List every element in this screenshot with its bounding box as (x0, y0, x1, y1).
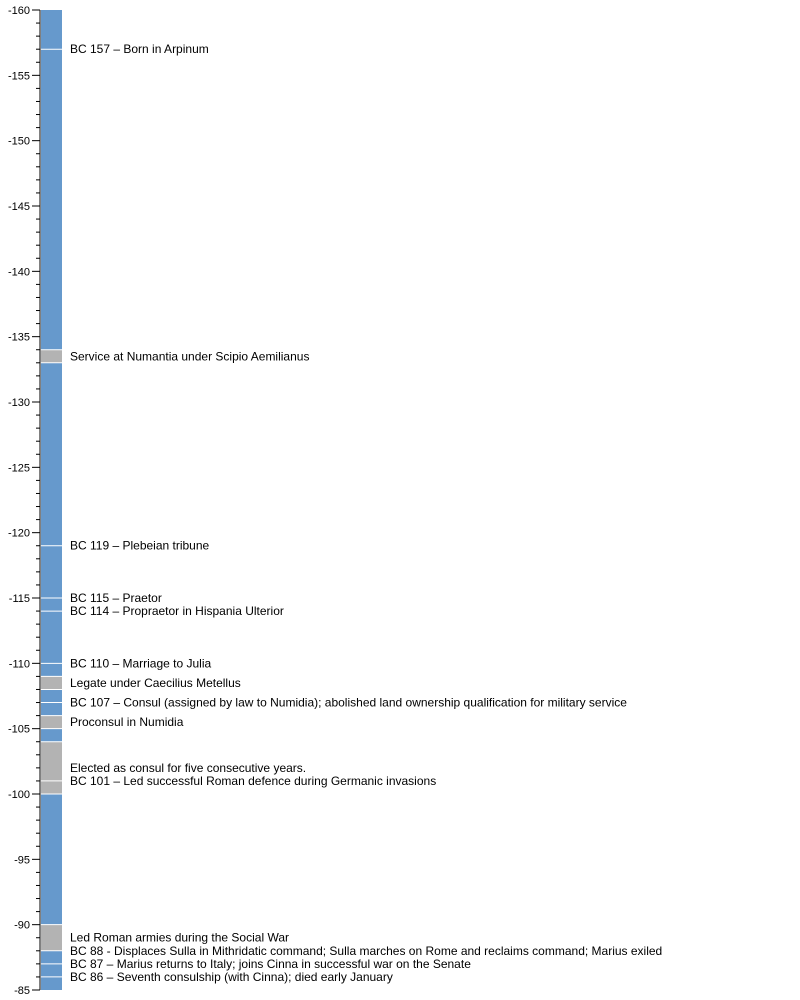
event-label: BC 88 - Displaces Sulla in Mithridatic c… (70, 944, 662, 958)
event-label: BC 101 – Led successful Roman defence du… (70, 774, 436, 788)
period-block (41, 741, 62, 794)
tick-label: -100 (8, 789, 30, 801)
period-label: Elected as consul for five consecutive y… (70, 761, 306, 775)
event-label: BC 107 – Consul (assigned by law to Numi… (70, 696, 627, 710)
period-label: Legate under Caecilius Metellus (70, 676, 241, 690)
period-label: Proconsul in Numidia (70, 715, 184, 729)
tick-label: -155 (8, 70, 30, 82)
event-label: BC 87 – Marius returns to Italy; joins C… (70, 957, 471, 971)
period-block (41, 349, 62, 363)
event-label: BC 115 – Praetor (70, 591, 162, 605)
tick-label: -105 (8, 724, 30, 736)
period-label: Service at Numantia under Scipio Aemilia… (70, 349, 309, 363)
tick-label: -110 (9, 658, 30, 670)
event-label: BC 110 – Marriage to Julia (70, 656, 212, 670)
tick-label: -95 (14, 854, 30, 866)
tick-label: -140 (8, 266, 30, 278)
timeline-bar (41, 10, 62, 990)
period-block (41, 924, 62, 951)
tick-label: -125 (8, 462, 30, 474)
tick-label: -145 (8, 201, 30, 213)
tick-label: -85 (14, 985, 30, 997)
tick-label: -115 (9, 593, 30, 605)
tick-label: -120 (8, 528, 30, 540)
event-label: BC 119 – Plebeian tribune (70, 539, 210, 553)
tick-label: -90 (14, 920, 30, 932)
tick-label: -160 (8, 5, 30, 17)
tick-label: -150 (8, 136, 30, 148)
period-block (41, 715, 62, 729)
period-block (41, 676, 62, 690)
period-label: Led Roman armies during the Social War (70, 931, 289, 945)
tick-label: -135 (8, 332, 30, 344)
tick-label: -130 (8, 397, 30, 409)
event-label: BC 86 – Seventh consulship (with Cinna);… (70, 970, 393, 984)
event-label: BC 157 – Born in Arpinum (70, 42, 209, 56)
event-label: BC 114 – Propraetor in Hispania Ulterior (70, 604, 284, 618)
